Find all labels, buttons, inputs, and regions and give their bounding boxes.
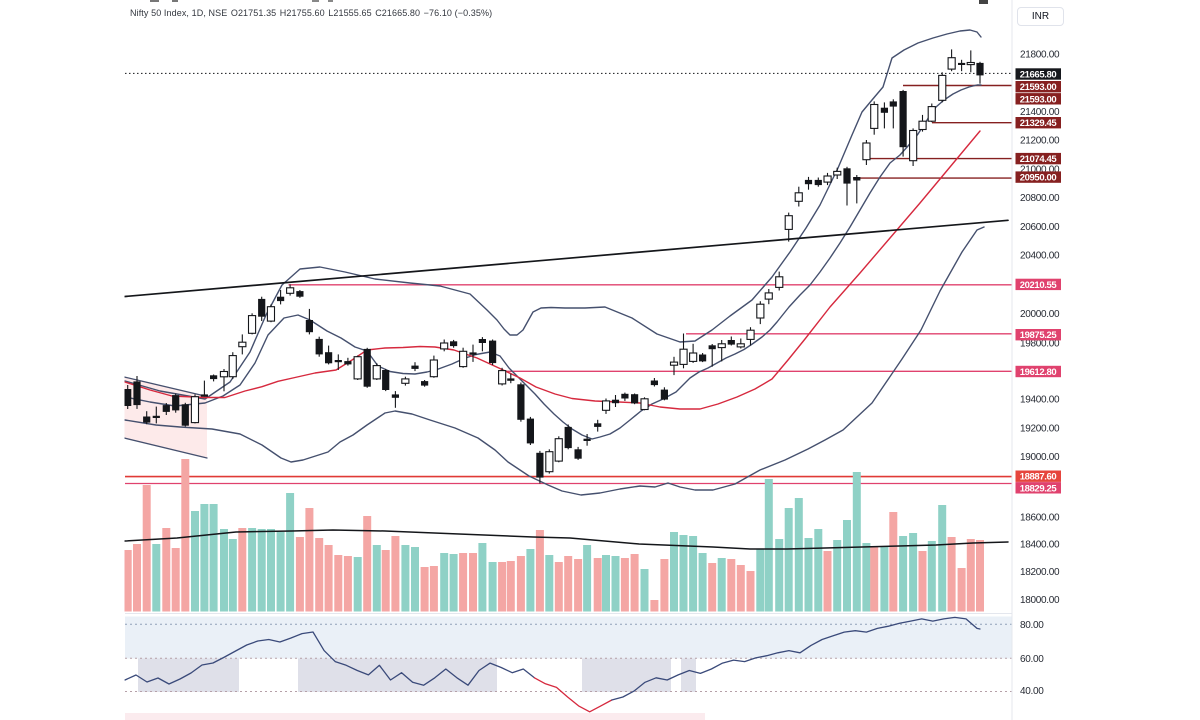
svg-text:18000.00: 18000.00 <box>1020 595 1060 606</box>
svg-text:18829.25: 18829.25 <box>1020 483 1058 494</box>
svg-text:21329.45: 21329.45 <box>1020 118 1058 129</box>
svg-text:60.00: 60.00 <box>1020 654 1044 665</box>
svg-text:18887.60: 18887.60 <box>1020 472 1057 483</box>
svg-text:21665.80: 21665.80 <box>1020 70 1057 81</box>
svg-text:80.00: 80.00 <box>1020 620 1044 631</box>
svg-text:21200.00: 21200.00 <box>1020 136 1060 147</box>
svg-text:19000.00: 19000.00 <box>1020 452 1060 463</box>
svg-text:40.00: 40.00 <box>1020 686 1044 697</box>
svg-text:21074.45: 21074.45 <box>1020 154 1058 165</box>
svg-text:19200.00: 19200.00 <box>1020 423 1060 434</box>
svg-text:21593.00: 21593.00 <box>1020 82 1057 93</box>
svg-text:20400.00: 20400.00 <box>1020 251 1060 262</box>
svg-text:20600.00: 20600.00 <box>1020 222 1060 233</box>
svg-text:21400.00: 21400.00 <box>1020 107 1060 118</box>
svg-text:18600.00: 18600.00 <box>1020 513 1060 524</box>
svg-text:18200.00: 18200.00 <box>1020 567 1060 578</box>
svg-text:19800.00: 19800.00 <box>1020 339 1060 350</box>
svg-text:21800.00: 21800.00 <box>1020 49 1060 60</box>
svg-text:20210.55: 20210.55 <box>1020 280 1058 291</box>
svg-text:19400.00: 19400.00 <box>1020 395 1060 406</box>
svg-text:21593.00: 21593.00 <box>1020 94 1057 105</box>
svg-text:19612.80: 19612.80 <box>1020 367 1057 378</box>
svg-text:19875.25: 19875.25 <box>1020 330 1058 341</box>
svg-text:18400.00: 18400.00 <box>1020 540 1060 551</box>
svg-text:20950.00: 20950.00 <box>1020 173 1057 184</box>
svg-text:20800.00: 20800.00 <box>1020 193 1060 204</box>
svg-text:21000.00: 21000.00 <box>1020 164 1060 175</box>
svg-text:20000.00: 20000.00 <box>1020 309 1060 320</box>
